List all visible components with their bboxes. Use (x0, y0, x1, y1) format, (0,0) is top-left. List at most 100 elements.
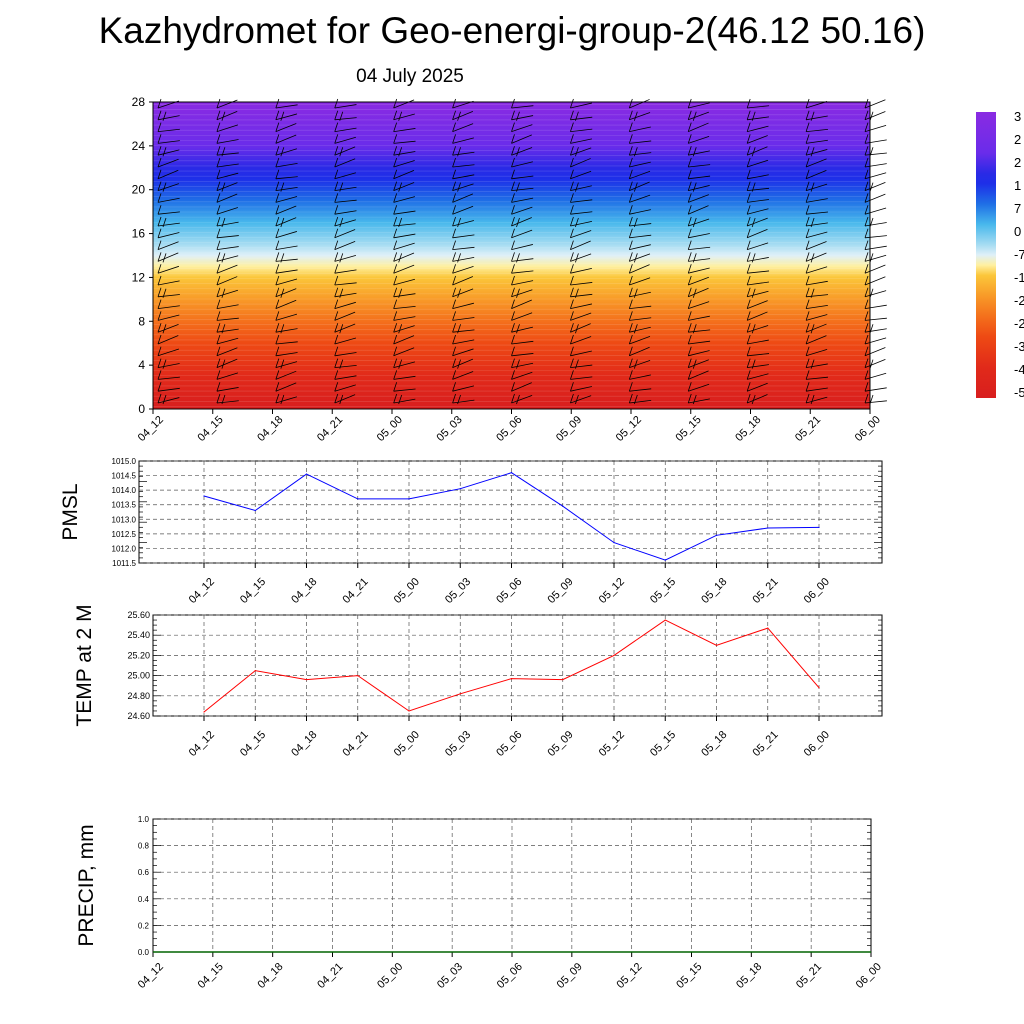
wind-barb-feather (864, 299, 869, 309)
wind-barb (157, 240, 179, 250)
wind-barb-feather (810, 288, 815, 298)
wind-barb-feather (575, 147, 579, 157)
wind-barb-feather (805, 193, 810, 203)
wind-barb-feather (692, 288, 697, 298)
wind-barb (511, 299, 532, 309)
wind-barb (511, 370, 533, 380)
wind-barb-feather (628, 193, 633, 203)
wind-barb (570, 110, 593, 121)
wind-barb-feather (570, 311, 574, 321)
wind-barb-shaft (864, 400, 887, 404)
wind-barb (393, 264, 415, 274)
wind-barb-shaft (511, 244, 533, 250)
wind-barb-feather (162, 394, 167, 405)
wind-barb-shaft (806, 211, 829, 215)
wind-barb (275, 110, 298, 121)
wind-barb-feather (157, 311, 162, 321)
wind-barb-shaft (216, 139, 239, 144)
wind-barb (275, 240, 298, 250)
wind-barb-feather (570, 98, 574, 109)
wind-barb (570, 228, 592, 239)
wind-barb-feather (221, 253, 226, 263)
colorbar-label: -7 (1014, 247, 1024, 262)
wind-barb-feather (280, 394, 285, 405)
wind-barb-feather (746, 382, 751, 392)
wind-barb-feather (575, 111, 579, 121)
wind-barb (393, 181, 415, 192)
wind-barb-feather (334, 370, 339, 380)
wind-barb (334, 311, 356, 321)
wind-barb (216, 252, 239, 263)
wind-barb (864, 193, 886, 203)
wind-barb-feather (275, 275, 280, 286)
wind-barb (628, 110, 651, 121)
wind-barb (511, 346, 534, 357)
chart-subtitle: 04 July 2025 (356, 66, 464, 87)
wind-barb-feather (570, 228, 574, 238)
wind-barb (157, 205, 180, 215)
wind-barb-feather (457, 359, 461, 369)
wind-barb-feather (334, 334, 339, 345)
wind-barb-feather (280, 217, 285, 228)
wind-barb-shaft (688, 315, 710, 321)
wind-barb-feather (452, 311, 456, 321)
wind-barb (393, 205, 416, 215)
wind-barb (511, 98, 534, 109)
colorbar-label: -2 (1014, 316, 1024, 331)
wind-barb (334, 216, 356, 228)
wind-barb-feather (628, 110, 633, 120)
x-tick-label: 05_09 (555, 961, 585, 991)
wind-barb (334, 205, 357, 215)
wind-barb (157, 393, 180, 405)
wind-barb (157, 275, 180, 286)
wind-barb-feather (452, 334, 456, 345)
wind-barb-feather (162, 359, 167, 369)
wind-barb-feather (334, 216, 339, 227)
wind-barb (864, 228, 887, 239)
wind-barb (687, 169, 711, 180)
wind-barb-shaft (864, 337, 887, 345)
wind-barb-feather (457, 147, 461, 157)
y-tick-label: 25.00 (127, 671, 150, 681)
wind-barb (452, 240, 475, 250)
wind-barb-feather (216, 275, 221, 286)
wind-barb-feather (157, 346, 162, 356)
wind-barb (746, 334, 769, 345)
wind-barb-shaft (511, 299, 532, 309)
wind-barb (570, 169, 592, 180)
wind-barb (275, 98, 298, 109)
wind-barb-feather (393, 216, 398, 227)
wind-barb-shaft (393, 252, 415, 262)
wind-barb-feather (334, 393, 339, 404)
wind-barb-feather (570, 157, 574, 168)
x-tick-label: 05_09 (546, 576, 576, 606)
wind-barb-shaft (216, 358, 238, 368)
wind-barb-feather (692, 147, 697, 157)
wind-barb-feather (511, 252, 515, 262)
wind-barb (746, 287, 769, 298)
wind-barb-feather (162, 111, 167, 121)
wind-barb (393, 122, 416, 132)
colorbar-label: -2 (1014, 293, 1024, 308)
wind-barb-shaft (393, 182, 415, 191)
wind-barb-feather (746, 228, 751, 238)
wind-barb-shaft (393, 242, 415, 250)
wind-barb-feather (393, 193, 398, 203)
x-tick-label: 05_18 (734, 961, 764, 991)
wind-barb-shaft (747, 217, 768, 227)
wind-barb-feather (628, 299, 633, 309)
x-tick-label: 05_12 (614, 961, 644, 991)
wind-barb (687, 146, 710, 157)
wind-barb (746, 358, 770, 369)
wind-barb-feather (864, 205, 869, 215)
wind-barb (687, 370, 709, 380)
wind-barb-shaft (334, 127, 357, 132)
wind-barb (687, 346, 710, 357)
wind-barb (334, 134, 356, 144)
wind-barb-feather (570, 252, 574, 262)
wind-barb-feather (216, 193, 221, 203)
wind-barb-feather (570, 216, 574, 227)
wind-barb-shaft (688, 258, 711, 262)
colorbar-label: 0 (1014, 224, 1021, 239)
wind-barb (393, 323, 415, 334)
